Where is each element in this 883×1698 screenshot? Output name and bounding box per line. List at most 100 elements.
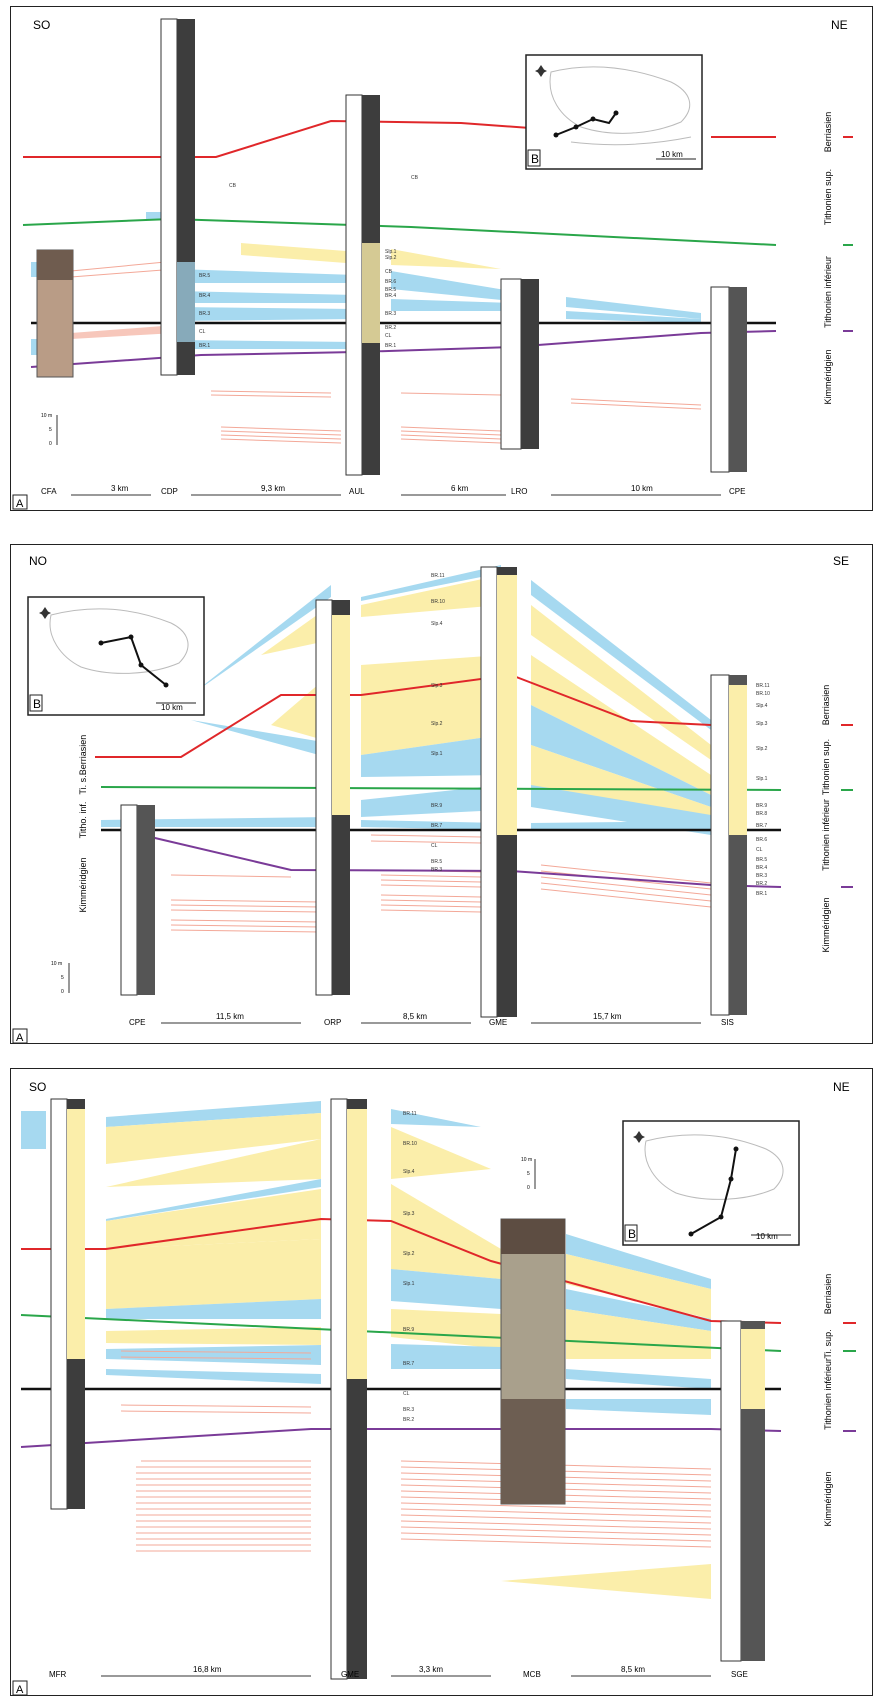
unit-label: BR.6 [756, 837, 767, 843]
stage-label-kimmeridgien: Kimméridgien [821, 897, 831, 952]
band-lro-cpe [566, 297, 701, 319]
unit-label: BR.4 [385, 293, 396, 299]
section-name: MCB [523, 1670, 541, 1679]
scale-label: 10 m [41, 413, 52, 419]
unit-label: CB [229, 183, 237, 189]
unit-label: CB [411, 175, 419, 181]
scale-label: 10 m [51, 961, 62, 967]
stage-label-tithonien-sup: Tithonien sup. [823, 169, 833, 225]
unit-label: BR.3 [385, 311, 396, 317]
stage-label-tithonien-inf: Tithonien inférieur [821, 799, 831, 871]
orientation-left: NO [29, 554, 47, 568]
unit-label: BR.1 [756, 891, 767, 897]
unit-label: BR.2 [385, 325, 396, 331]
unit-label: BR.3 [756, 873, 767, 879]
unit-label: BR.7 [403, 1361, 414, 1367]
section-name: MFR [49, 1670, 67, 1679]
cross-section-panel-1: B 10 km SO NE Berriasien Tithonien sup. … [10, 6, 873, 511]
kimmeridgien-top-line [120, 829, 782, 888]
panel-1-drawing: B 10 km SO NE Berriasien Tithonien sup. … [12, 18, 853, 510]
band-br-aul-lro [391, 271, 511, 301]
yellow-band-slp1 [391, 249, 501, 269]
band-br5 [176, 269, 356, 283]
unit-label: Slp.3 [431, 683, 443, 689]
panel-2-drawing: B 10 km NO SE Berriasien Ti. s. Titho. i… [12, 554, 853, 1044]
tithonien-sup-line [22, 217, 777, 246]
column-gme [480, 566, 498, 1018]
panel-3-columns [50, 1098, 765, 1680]
scale-label: 0 [61, 989, 64, 995]
stage-label-tithonien-sup: Tithonien sup. [821, 739, 831, 795]
cross-section-panel-3: B 10 km SO NE Berriasien Ti. sup. Tithon… [10, 1068, 873, 1696]
kimmeridgien-top-line [20, 1428, 782, 1448]
stage-label-kimmeridgien: Kimméridgien [823, 1471, 833, 1526]
band-br-aul-lro-2 [391, 299, 511, 311]
stage-label-berriasien: Berriasien [821, 685, 831, 726]
compass-icon [39, 607, 51, 619]
scale-label: 5 [49, 427, 52, 433]
unit-label: BR.3 [431, 867, 442, 873]
stage-label-titho-inf: Titho. inf. [78, 802, 88, 839]
unit-label: BR.5 [385, 287, 396, 293]
unit-label: CL [431, 843, 438, 849]
unit-label: CL [199, 329, 206, 335]
unit-label: BR.3 [403, 1407, 414, 1413]
tithonien-sup-line [20, 1314, 782, 1352]
inset-scale: 10 km [661, 150, 683, 159]
distance-label: 10 km [631, 484, 653, 493]
column-gme [330, 1098, 348, 1680]
berriasien-boundary-line [101, 673, 712, 758]
band-br4 [176, 291, 356, 303]
panel-1-hatching [70, 260, 702, 444]
unit-label: Slp.4 [431, 621, 443, 627]
panel-2-columns [120, 566, 747, 1018]
unit-label: BR.3 [199, 311, 210, 317]
inset-scale: 10 km [756, 1232, 778, 1241]
unit-label: BR.1 [199, 343, 210, 349]
column-aul [345, 94, 363, 476]
unit-label: BR.10 [756, 691, 770, 697]
panel-letter: A [16, 1032, 24, 1044]
distance-label: 15,7 km [593, 1012, 622, 1021]
distance-label: 3,3 km [419, 1665, 443, 1674]
orientation-left: SO [33, 18, 50, 32]
scale-label: 5 [61, 975, 64, 981]
panel-3-hatching [120, 1350, 712, 1552]
unit-label: Slp.2 [756, 746, 768, 752]
unit-label: BR.8 [756, 811, 767, 817]
cross-section-panel-2: B 10 km NO SE Berriasien Ti. s. Titho. i… [10, 544, 873, 1044]
unit-label: Slp.1 [403, 1281, 415, 1287]
unit-label: BR.2 [756, 881, 767, 887]
unit-label: BR.10 [403, 1141, 417, 1147]
unit-label: BR.5 [199, 273, 210, 279]
unit-label: Slp.4 [403, 1169, 415, 1175]
stage-label-berriasien: Berriasien [823, 1274, 833, 1315]
column-cdp [160, 18, 178, 376]
unit-label: CL [756, 847, 763, 853]
unit-label: BR.4 [199, 293, 210, 299]
stage-label-berriasien: Berriasien [823, 112, 833, 153]
unit-label: BR.1 [385, 343, 396, 349]
yellow-band-slp2 [241, 243, 346, 263]
section-name: ORP [324, 1018, 341, 1027]
stage-label-kimmeridgien: Kimméridgien [823, 349, 833, 404]
distance-label: 8,5 km [621, 1665, 645, 1674]
inset-scale: 10 km [161, 703, 183, 712]
section-name: CFA [41, 487, 57, 496]
unit-label: Slp.1 [385, 249, 397, 255]
scale-label: 0 [527, 1185, 530, 1191]
inset-map [622, 1120, 800, 1246]
section-name: SIS [721, 1018, 734, 1027]
section-name: CDP [161, 487, 178, 496]
unit-label: BR.9 [756, 803, 767, 809]
unit-label: CL [403, 1391, 410, 1397]
inset-map [27, 596, 205, 716]
orientation-right: SE [833, 554, 849, 568]
unit-label: Slp.2 [431, 721, 443, 727]
kimmeridgien-top-line [30, 330, 777, 368]
unit-label: BR.7 [756, 823, 767, 829]
distance-label: 16,8 km [193, 1665, 222, 1674]
distance-label: 11,5 km [216, 1012, 244, 1021]
unit-label: BR.9 [403, 1327, 414, 1333]
tithonien-sup-line [100, 786, 782, 791]
